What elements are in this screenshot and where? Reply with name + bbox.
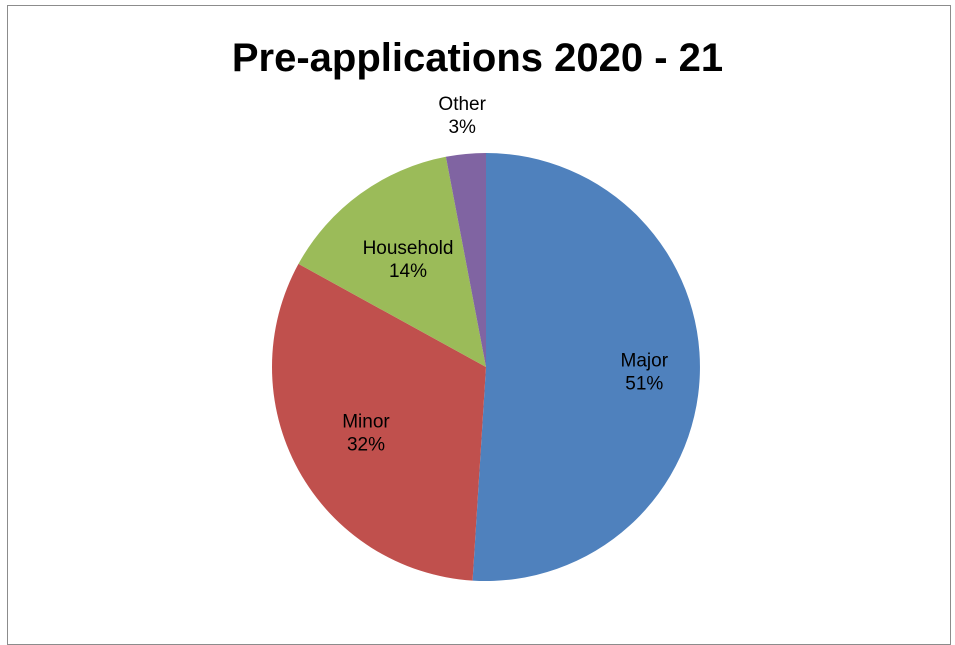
pie-slice-major [472,153,700,581]
pie-slice-other [445,153,486,367]
pie-slice-household [298,156,486,367]
data-label-name-minor: Minor [342,412,390,433]
data-label-name-major: Major [621,351,669,372]
data-label-name-other: Other [438,94,486,115]
data-label-value-major: 51% [625,374,663,395]
data-label-value-other: 3% [448,117,476,138]
pie-slice-minor [271,263,486,581]
data-label-value-household: 14% [389,261,427,282]
chart-title: Pre-applications 2020 - 21 [231,36,724,80]
data-label-value-minor: 32% [347,435,385,456]
data-label-name-household: Household [363,238,454,259]
pie-slices [271,153,700,581]
